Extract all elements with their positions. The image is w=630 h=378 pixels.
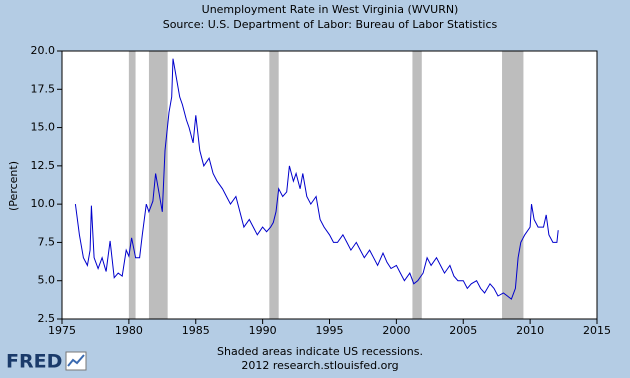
x-tick-label: 1985 <box>182 324 210 337</box>
x-tick-label: 2000 <box>382 324 410 337</box>
y-tick-label: 17.5 <box>31 82 56 95</box>
recession-shade <box>502 51 524 319</box>
y-tick-label: 20.0 <box>31 44 56 57</box>
x-tick-label: 1975 <box>48 324 76 337</box>
y-tick-label: 2.5 <box>38 312 56 325</box>
logo-icon-line <box>67 354 85 367</box>
recession-shade <box>128 51 136 319</box>
logo-icon <box>65 351 87 371</box>
y-tick-label: 7.5 <box>38 235 56 248</box>
recession-shade <box>269 51 279 319</box>
chart-subtitle: Source: U.S. Department of Labor: Bureau… <box>163 18 498 31</box>
x-tick-label: 2005 <box>449 324 477 337</box>
credit: 2012 research.stlouisfed.org <box>241 359 398 372</box>
plot-border <box>61 50 598 320</box>
x-tick-label: 1980 <box>115 324 143 337</box>
x-tick-label: 1995 <box>316 324 344 337</box>
series-line <box>74 58 559 300</box>
x-tick-label: 2015 <box>583 324 611 337</box>
logo-text: FRED <box>6 351 62 373</box>
y-tick-label: 10.0 <box>31 197 56 210</box>
y-tick-label: 12.5 <box>31 159 56 172</box>
chart-title: Unemployment Rate in West Virginia (WVUR… <box>202 3 459 16</box>
y-axis-label: (Percent) <box>7 161 20 211</box>
recession-shade <box>148 51 168 319</box>
x-tick-label: 1990 <box>249 324 277 337</box>
y-tick-label: 15.0 <box>31 121 56 134</box>
logo: FRED <box>6 351 87 373</box>
note: Shaded areas indicate US recessions. <box>217 345 423 358</box>
x-tick-label: 2010 <box>516 324 544 337</box>
y-tick-label: 5.0 <box>38 274 56 287</box>
recession-shade <box>412 51 422 319</box>
